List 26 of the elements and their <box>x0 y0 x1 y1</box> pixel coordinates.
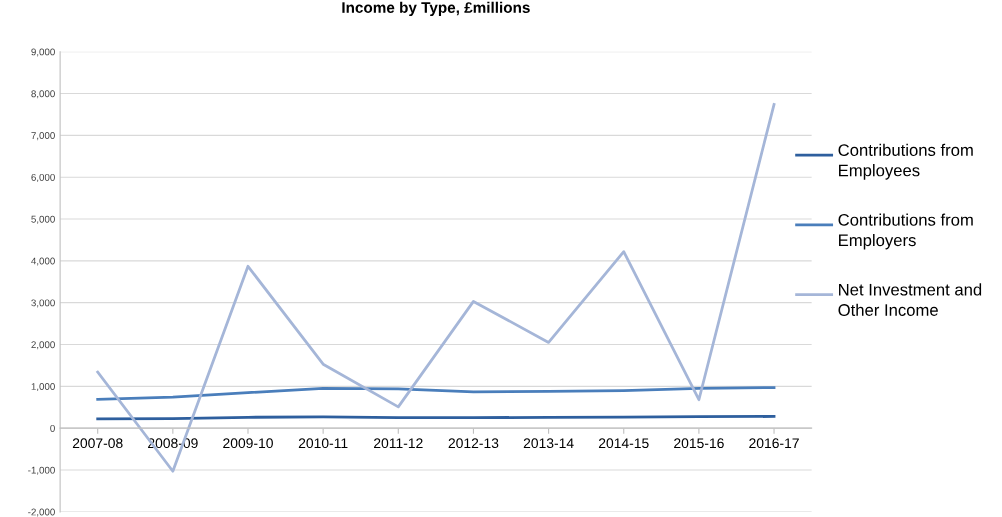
y-tick-label: -2,000 <box>28 508 55 517</box>
y-tick-label: 0 <box>50 424 55 432</box>
y-tick-label: 9,000 <box>31 48 55 57</box>
y-tick-label: 2,000 <box>31 341 55 350</box>
legend-label: Contributions from Employers <box>838 213 973 250</box>
y-tick-label: -1,000 <box>28 466 55 475</box>
x-tick-label: 2010-11 <box>298 438 348 449</box>
x-tick-label: 2013-14 <box>523 438 574 449</box>
x-tick-label: 2011-12 <box>374 438 423 449</box>
x-tick-label: 2012-13 <box>448 438 499 449</box>
y-tick-label: 1,000 <box>31 383 55 392</box>
x-tick-label: 2016-17 <box>749 438 799 449</box>
x-tick-label: 2015-16 <box>674 438 724 449</box>
y-tick-label: 5,000 <box>31 215 55 224</box>
legend-label: Net Investment and Other Income <box>838 283 982 316</box>
x-tick-label: 2014-15 <box>598 438 649 449</box>
line-series <box>96 386 776 401</box>
y-tick-label: 6,000 <box>31 173 55 182</box>
y-tick-label: 7,000 <box>31 132 55 141</box>
y-tick-label: 3,000 <box>31 299 55 308</box>
y-tick-label: 4,000 <box>31 257 55 266</box>
x-tick-label: 2009-10 <box>223 438 273 449</box>
chart-title: Income by Type, £millions <box>342 1 530 16</box>
x-tick-label: 2007-08 <box>72 438 123 449</box>
y-tick-label: 8,000 <box>31 90 55 99</box>
legend-label: Contributions from Employees <box>838 143 973 180</box>
